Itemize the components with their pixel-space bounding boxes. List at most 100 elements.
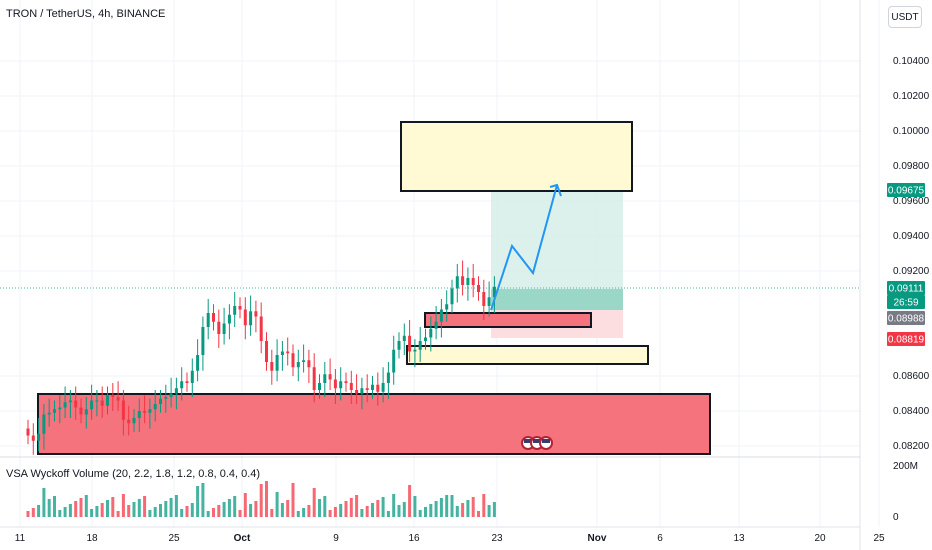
time-tick-label: Oct xyxy=(234,533,251,544)
candle xyxy=(63,402,67,408)
volume-bar xyxy=(100,503,104,517)
volume-bar xyxy=(212,508,215,517)
candle xyxy=(259,316,263,341)
volume-bar xyxy=(408,485,412,517)
volume-bar xyxy=(318,499,321,517)
price-tick-label: 0.09400 xyxy=(893,231,930,242)
volume-bar xyxy=(471,497,475,517)
volume-bar xyxy=(482,494,486,517)
volume-bar xyxy=(259,484,263,517)
volume-bar xyxy=(349,498,353,517)
volume-bar xyxy=(328,510,332,517)
candle xyxy=(143,411,147,413)
volume-bar xyxy=(355,495,359,517)
candle xyxy=(360,388,364,394)
volume-bar xyxy=(121,494,125,517)
volume-bar xyxy=(233,496,237,517)
candle xyxy=(127,419,131,424)
volume-bar xyxy=(243,493,247,517)
candle xyxy=(84,409,88,415)
candle xyxy=(492,286,496,298)
volume-bar xyxy=(90,509,94,517)
volume-bar xyxy=(450,495,454,517)
candle xyxy=(339,381,343,389)
candle xyxy=(355,390,359,394)
candle xyxy=(418,341,422,350)
candle xyxy=(312,367,316,390)
volume-bar xyxy=(37,505,41,517)
candle xyxy=(413,349,417,352)
volume-bar xyxy=(132,502,136,517)
volume-bar xyxy=(333,507,337,517)
price-tick-label: 0.10000 xyxy=(893,126,930,137)
price-label-text: 0.09111 xyxy=(889,284,924,295)
price-tick-label: 0.09600 xyxy=(893,196,930,207)
time-tick-label: 16 xyxy=(408,533,420,544)
volume-bar xyxy=(381,497,385,517)
price-label xyxy=(887,311,925,325)
time-tick-label: 6 xyxy=(657,533,663,544)
candle xyxy=(58,407,62,410)
symbol-title: TRON / TetherUS, 4h, BINANCE xyxy=(6,8,166,20)
candle xyxy=(174,388,178,394)
volume-bar xyxy=(254,501,258,517)
candle xyxy=(180,381,184,389)
volume-bar xyxy=(466,500,470,517)
volume-bar xyxy=(153,507,157,517)
price-label-text: 0.08988 xyxy=(888,314,925,325)
volume-bar xyxy=(47,499,51,517)
candle xyxy=(238,306,242,310)
candle xyxy=(323,374,327,383)
volume-bar xyxy=(249,504,253,517)
candle xyxy=(376,384,380,392)
volume-bar xyxy=(307,505,311,517)
volume-bar xyxy=(159,504,162,517)
volume-bar xyxy=(296,511,300,517)
volume-bar xyxy=(360,509,364,517)
volume-bar xyxy=(455,506,459,517)
volume-bar xyxy=(238,510,242,517)
volume-bar xyxy=(106,500,109,517)
candle xyxy=(296,362,300,368)
volume-bar xyxy=(344,501,348,517)
volume-bar xyxy=(169,498,173,517)
volume-bar xyxy=(492,502,496,517)
candle xyxy=(275,355,279,371)
candle xyxy=(392,349,396,373)
volume-bar xyxy=(371,503,374,517)
price-label xyxy=(887,332,925,346)
candle xyxy=(26,428,30,436)
volume-bar xyxy=(392,494,396,517)
volume-bar xyxy=(26,511,30,517)
candle xyxy=(243,309,247,326)
candle xyxy=(164,397,168,399)
candle xyxy=(424,337,427,341)
candle xyxy=(302,360,306,362)
candle xyxy=(365,388,369,390)
time-tick-label: 25 xyxy=(168,533,180,544)
volume-bar xyxy=(413,496,417,517)
price-tick-label: 0.09800 xyxy=(893,161,930,172)
volume-bar xyxy=(68,504,72,517)
candle xyxy=(47,412,51,415)
volume-bar xyxy=(180,509,184,517)
currency-button[interactable]: USDT xyxy=(888,6,922,28)
supply-zone xyxy=(400,121,633,192)
candle xyxy=(408,335,412,352)
volume-bar xyxy=(174,495,178,517)
volume-bar xyxy=(190,503,194,517)
volume-tick-label: 200M xyxy=(893,461,918,472)
candle xyxy=(429,328,433,338)
volume-bar xyxy=(286,500,290,517)
candle xyxy=(265,341,268,362)
volume-bar xyxy=(477,511,480,517)
candle xyxy=(450,288,454,305)
candle xyxy=(227,314,231,324)
candle xyxy=(190,370,194,383)
volume-bar xyxy=(74,501,78,517)
volume-bar xyxy=(127,505,131,517)
time-tick-label: 18 xyxy=(86,533,98,544)
event-flag-icon xyxy=(524,439,532,443)
volume-bar xyxy=(397,505,401,517)
